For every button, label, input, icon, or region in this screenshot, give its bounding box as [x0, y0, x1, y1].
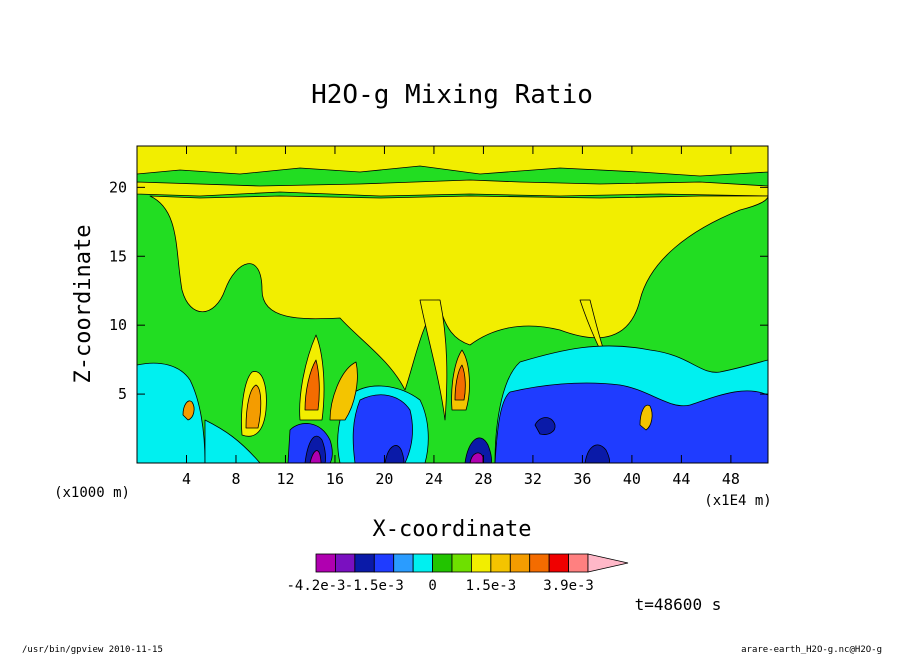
colorbar-label: 3.9e-3: [543, 578, 594, 594]
colorbar-swatch: [373, 553, 395, 573]
footer-left: /usr/bin/gpview 2010-11-15: [22, 645, 163, 654]
contour-field: [137, 146, 768, 463]
x-tick-label: 12: [276, 470, 294, 488]
darkblue-core-4: [584, 444, 610, 463]
colorbar-label: -1.5e-3: [345, 578, 404, 594]
tower-small-2: [639, 404, 653, 431]
x-tick-label: 28: [474, 470, 492, 488]
colorbar-swatch: [393, 553, 414, 573]
colorbar-swatch: [568, 553, 589, 573]
yellow-band-mid: [137, 179, 768, 197]
x-axis-label: X-coordinate: [373, 517, 532, 542]
x-tick-label: 48: [722, 470, 740, 488]
blue-region-right: [494, 382, 768, 463]
footer-right: arare-earth_H2O-g.nc@H2O-g: [741, 645, 882, 654]
darkblue-core-2: [384, 445, 405, 463]
x-tick-label: 36: [573, 470, 591, 488]
yellow-band-top: [137, 146, 768, 177]
x-scale-label: (x1E4 m): [704, 493, 771, 509]
tower-small-1: [182, 400, 195, 421]
colorbar: -4.2e-3 -1.5e-3 0 1.5e-3 3.9e-3: [286, 553, 629, 594]
tower-2-orange: [304, 359, 320, 411]
colorbar-label: -4.2e-3: [286, 578, 345, 594]
tower-3: [329, 361, 358, 421]
colorbar-swatch: [451, 553, 472, 573]
x-tick-label: 24: [425, 470, 443, 488]
colorbar-swatch: [509, 553, 531, 573]
y-tick-label: 15: [109, 247, 127, 265]
x-tick-label: 16: [326, 470, 344, 488]
colorbar-swatch: [490, 553, 511, 573]
colorbar-swatch: [335, 553, 356, 573]
x-tick-label: 8: [231, 470, 240, 488]
x-axis: 4 8 12 16 20 24 28 32 36 40 44 48: [182, 146, 740, 488]
colorbar-swatch: [432, 553, 453, 573]
y-axis-label: Z-coordinate: [71, 225, 96, 384]
x-tick-label: 40: [623, 470, 641, 488]
colorbar-swatch: [471, 553, 492, 573]
blue-region-mid: [352, 394, 413, 463]
colorbar-swatch: [315, 553, 336, 573]
tower-1-orange: [245, 384, 262, 429]
darkblue-core-3: [464, 437, 492, 463]
darkblue-core-5: [534, 417, 556, 435]
colorbar-swatch: [412, 553, 433, 573]
colorbar-swatch: [529, 553, 550, 573]
time-label: t=48600 s: [635, 595, 722, 614]
x-tick-label: 32: [524, 470, 542, 488]
x-tick-label: 20: [375, 470, 393, 488]
x-tick-label: 4: [182, 470, 191, 488]
y-axis: 5 10 15 20: [109, 178, 768, 403]
colorbar-swatch: [548, 553, 569, 573]
y-tick-label: 10: [109, 316, 127, 334]
tower-4-core: [454, 364, 466, 401]
chart-title: H2O-g Mixing Ratio: [311, 80, 593, 110]
colorbar-extend-arrow: [587, 553, 629, 573]
y-tick-label: 5: [118, 385, 127, 403]
colorbar-swatch: [354, 553, 375, 573]
y-tick-label: 20: [109, 178, 127, 196]
yellow-streak: [419, 299, 448, 421]
colorbar-label: 0: [428, 578, 436, 594]
plot-frame: [136, 145, 769, 464]
y-scale-label: (x1000 m): [54, 485, 130, 501]
x-tick-label: 44: [672, 470, 690, 488]
colorbar-label: 1.5e-3: [466, 578, 517, 594]
